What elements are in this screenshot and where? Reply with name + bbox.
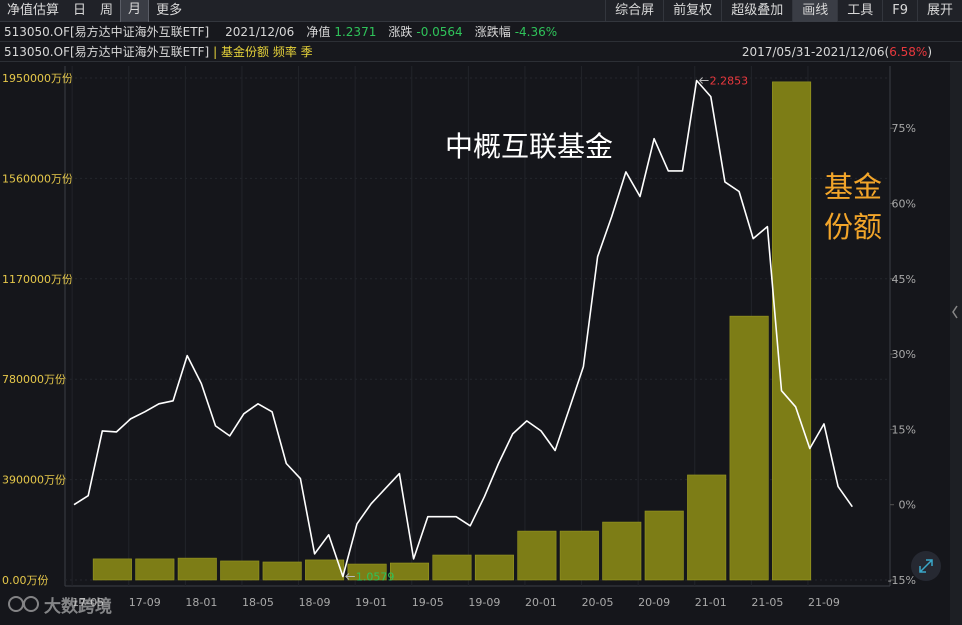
toolbar: 净值估算日周月更多 综合屏 前复权 超级叠加 画线 工具 F9 展开: [0, 0, 962, 23]
bar: [772, 81, 812, 581]
bar: [729, 315, 769, 581]
scrollbar[interactable]: [950, 62, 962, 625]
x-tick-label: 20-05: [582, 596, 614, 609]
toolbar-button[interactable]: 工具: [837, 0, 882, 22]
change-label: 涨跌: [388, 25, 413, 39]
max-pointer: [698, 77, 709, 84]
y-tick-label: 1170000万份: [2, 273, 73, 286]
y2-tick-label: 45%: [892, 273, 916, 286]
collapse-arrow[interactable]: [952, 305, 958, 319]
bar: [92, 558, 132, 581]
toolbar-button[interactable]: 前复权: [663, 0, 721, 22]
nav-value: 1.2371: [334, 24, 377, 39]
y2-tick-label: -15%: [888, 574, 916, 587]
tab[interactable]: 日: [73, 2, 87, 18]
x-tick-label: 20-09: [638, 596, 670, 609]
bar: [347, 563, 387, 581]
bar: [517, 530, 557, 581]
toolbar-button[interactable]: 展开: [916, 0, 962, 22]
series-label: 基金份额: [824, 170, 882, 244]
line: [73, 79, 853, 578]
watermark: 大数跨境: [8, 596, 112, 617]
fund-code: 513050.OF[易方达中证海外互联ETF]: [4, 25, 210, 39]
range-close: ): [927, 44, 932, 59]
x-tick-label: 17-05: [72, 596, 104, 609]
pct-value: -4.36%: [514, 24, 558, 39]
quote-bar: 513050.OF[易方达中证海外互联ETF] 2021/12/06 净值 1.237…: [0, 22, 962, 42]
watermark-logo: [23, 596, 39, 612]
x-tick-label: 19-05: [412, 596, 444, 609]
bar: [220, 560, 260, 581]
x-tick-label: 20-01: [525, 596, 557, 609]
toolbar-button[interactable]: 综合屏: [605, 0, 663, 22]
y-tick-label: 0.00万份: [2, 574, 49, 587]
quote-date: 2021/12/06: [225, 24, 295, 39]
bar: [474, 554, 514, 581]
toolbar-button[interactable]: 画线: [792, 0, 838, 22]
y-tick-label: 390000万份: [2, 474, 66, 487]
bar: [177, 557, 217, 581]
nav-label: 净值: [306, 25, 331, 39]
y2-tick-label: 75%: [892, 122, 916, 135]
chart-title: 中概互联基金: [445, 130, 613, 163]
watermark-text: 大数跨境: [44, 596, 112, 617]
y-tick-label: 1560000万份: [2, 172, 73, 185]
x-tick-label: 17-09: [129, 596, 161, 609]
range-text: 2017/05/31-2021/12/06(: [741, 44, 890, 59]
zoom-icon: [919, 559, 933, 573]
bar: [389, 562, 430, 581]
min-label: 1.0579: [356, 570, 395, 583]
chart: 0.00万份 390000万份 780000万份 1170000万份 1560000万份…: [0, 62, 962, 625]
y2-tick-label: 30%: [892, 348, 916, 361]
pct-label: 涨跌幅: [474, 25, 511, 39]
x-tick-label: 18-09: [299, 596, 331, 609]
x-tick-label: 18-01: [185, 596, 217, 609]
y-tick-label: 1950000万份: [2, 72, 73, 85]
bar: [262, 561, 302, 581]
y2-tick-label: 0%: [899, 499, 916, 512]
tab[interactable]: 月: [120, 0, 150, 23]
toolbar-button[interactable]: F9: [882, 0, 917, 22]
min-pointer: [345, 573, 355, 580]
tab[interactable]: 净值估算: [7, 2, 60, 18]
bar: [135, 558, 175, 581]
bar: [432, 554, 472, 581]
indicator-bar: 513050.OF[易方达中证海外互联ETF] | 基金份额 频率 季 2017/0…: [0, 42, 962, 62]
bar: [687, 474, 727, 581]
range-pct: 6.58%: [889, 44, 928, 59]
y-tick-label: 780000万份: [2, 373, 66, 386]
tab[interactable]: 更多: [156, 2, 183, 18]
x-tick-label: 21-09: [808, 596, 840, 609]
x-tick-label: 19-01: [355, 596, 387, 609]
indicator-code: 513050.OF[易方达中证海外互联ETF]: [4, 45, 210, 59]
indicator-name: | 基金份额 频率 季: [213, 45, 313, 59]
y2-tick-label: 15%: [892, 423, 916, 436]
x-tick-label: 21-05: [751, 596, 783, 609]
bar: [602, 521, 642, 581]
tab[interactable]: 周: [100, 2, 114, 18]
toolbar-button[interactable]: 超级叠加: [721, 0, 792, 22]
x-tick-label: 21-01: [695, 596, 727, 609]
x-tick-label: 19-09: [468, 596, 500, 609]
x-tick-label: 18-05: [242, 596, 274, 609]
y2-tick-label: 60%: [892, 198, 916, 211]
bar: [559, 530, 599, 581]
bar: [644, 510, 684, 581]
max-label: 2.2853: [710, 75, 749, 88]
change-value: -0.0564: [416, 24, 463, 39]
